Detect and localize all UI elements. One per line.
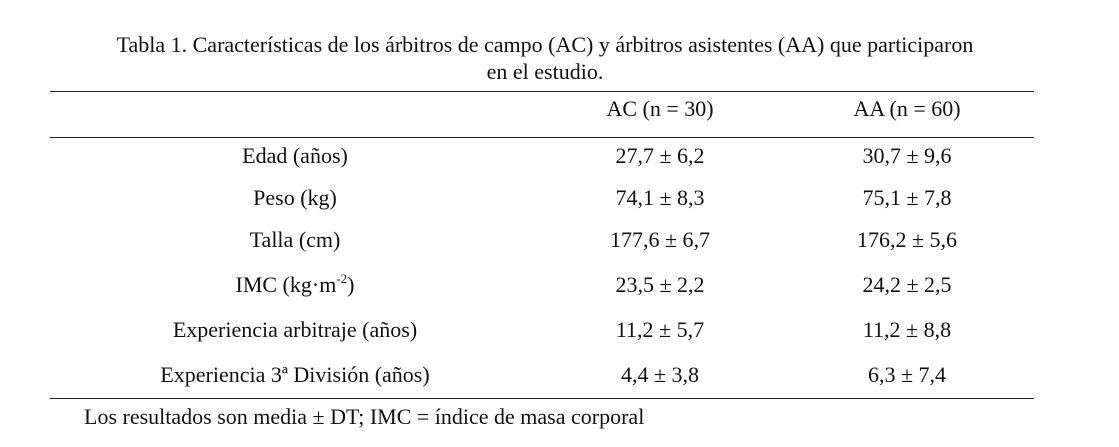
row-experiencia-division-aa: 6,3 ± 7,4	[867, 362, 947, 387]
row-imc-aa: 24,2 ± 2,5	[862, 272, 952, 297]
row-label-talla: Talla (cm)	[249, 227, 341, 252]
imc-label-close: )	[347, 272, 355, 297]
row-label-experiencia-arbitraje: Experiencia arbitraje (años)	[172, 317, 418, 342]
table-footnote: Los resultados son media ± DT; IMC = índ…	[84, 404, 645, 429]
row-label-experiencia-division: Experiencia 3ª División (años)	[160, 362, 430, 387]
imc-label-exponent: -2	[336, 271, 348, 286]
row-label-peso: Peso (kg)	[253, 185, 337, 210]
caption-line-2: en el estudio.	[486, 59, 604, 84]
table-header-rule	[50, 137, 1034, 138]
row-talla-aa: 176,2 ± 5,6	[856, 227, 958, 252]
table-top-rule	[50, 91, 1034, 92]
row-edad-aa: 30,7 ± 9,6	[862, 143, 952, 168]
table-caption: Tabla 1. Características de los árbitros…	[40, 31, 1050, 85]
row-label-imc: IMC (kg·m-2)	[50, 272, 540, 298]
row-peso-ac: 74,1 ± 8,3	[615, 185, 705, 210]
row-experiencia-arbitraje-ac: 11,2 ± 5,7	[615, 317, 705, 342]
imc-label-text: IMC (kg·m	[235, 272, 337, 297]
row-imc-ac: 23,5 ± 2,2	[615, 272, 705, 297]
caption-line-1: Tabla 1. Características de los árbitros…	[116, 32, 974, 57]
row-talla-ac: 177,6 ± 6,7	[609, 227, 711, 252]
header-ac-column: AC (n = 30)	[606, 96, 714, 121]
header-aa-column: AA (n = 60)	[853, 96, 961, 121]
row-experiencia-division-ac: 4,4 ± 3,8	[620, 362, 700, 387]
row-peso-aa: 75,1 ± 7,8	[862, 185, 952, 210]
table-bottom-rule	[50, 398, 1034, 399]
row-label-edad: Edad (años)	[242, 143, 348, 168]
row-experiencia-arbitraje-aa: 11,2 ± 8,8	[862, 317, 952, 342]
row-edad-ac: 27,7 ± 6,2	[615, 143, 705, 168]
